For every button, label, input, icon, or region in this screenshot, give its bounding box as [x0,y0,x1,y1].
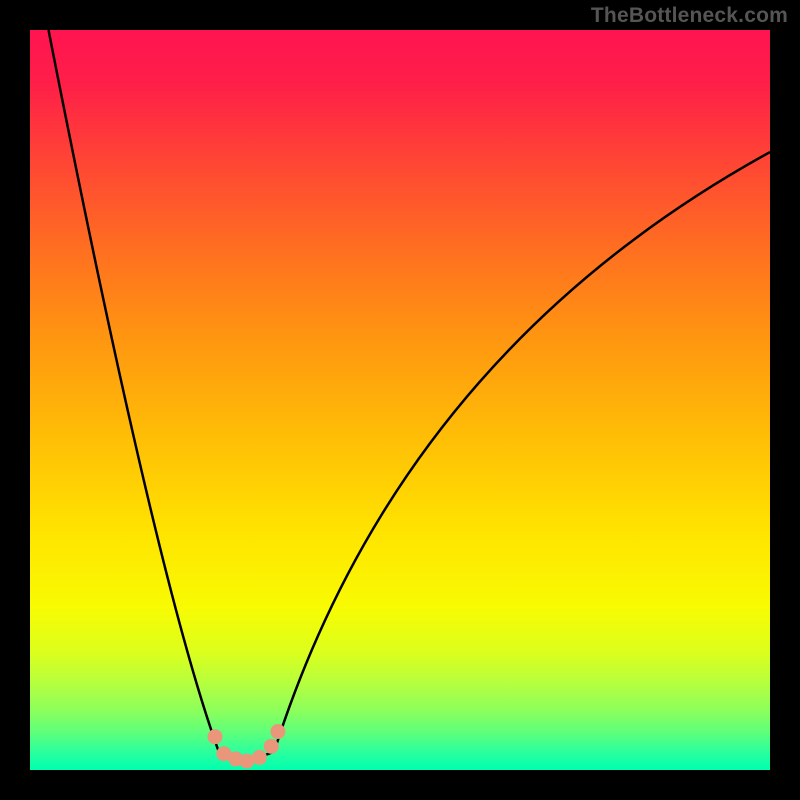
bottleneck-curve [30,30,770,770]
plot-area [30,30,770,770]
valley-marker [240,754,254,768]
chart-outer-frame: TheBottleneck.com [0,0,800,800]
valley-marker [252,750,266,764]
valley-marker [264,739,278,753]
valley-marker [271,725,285,739]
watermark-text: TheBottleneck.com [591,4,788,28]
valley-marker [208,730,222,744]
